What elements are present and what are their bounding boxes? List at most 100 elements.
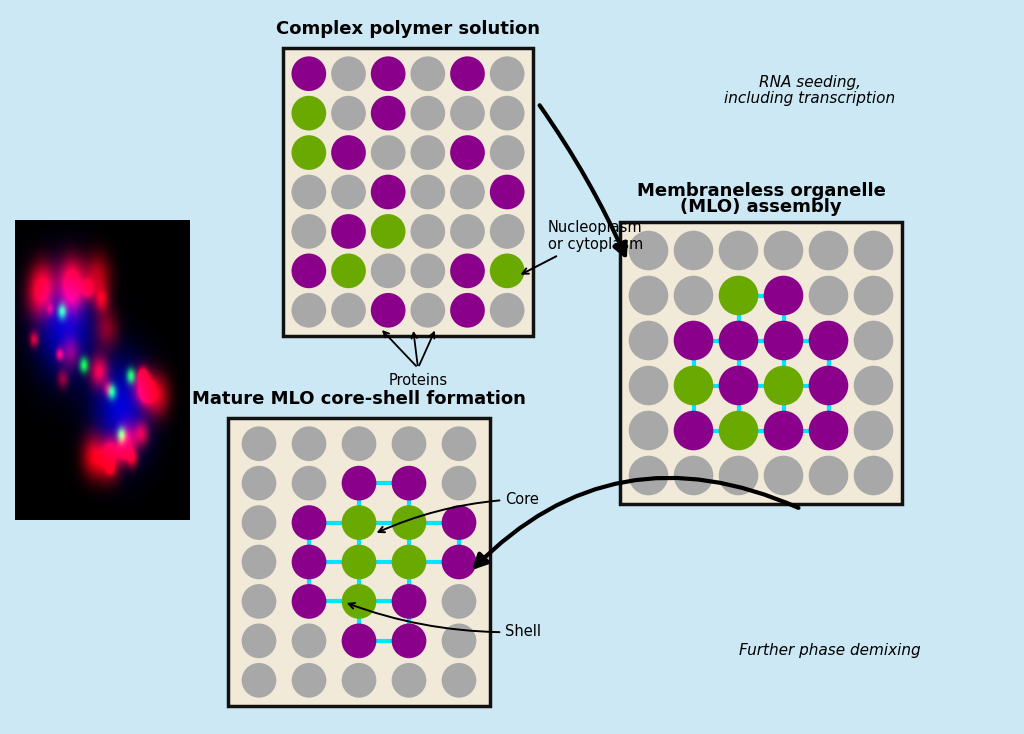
Circle shape [441,466,476,501]
Circle shape [292,426,327,461]
Circle shape [331,135,366,170]
Circle shape [854,456,893,495]
Circle shape [292,135,327,170]
Text: Complex polymer solution: Complex polymer solution [276,20,540,38]
Circle shape [674,321,714,360]
Circle shape [292,584,327,619]
Circle shape [391,663,426,697]
Text: Shell: Shell [348,603,541,639]
Circle shape [391,466,426,501]
Circle shape [331,96,366,131]
Circle shape [441,663,476,697]
Circle shape [371,175,406,209]
Circle shape [719,230,759,270]
Circle shape [451,175,484,209]
Circle shape [292,57,327,91]
Circle shape [391,584,426,619]
Circle shape [342,584,377,619]
Circle shape [342,663,377,697]
Circle shape [764,276,803,316]
Circle shape [331,175,366,209]
Circle shape [292,175,327,209]
Bar [228,418,490,706]
Text: Proteins: Proteins [388,373,447,388]
Circle shape [674,366,714,405]
Circle shape [441,584,476,619]
Circle shape [371,135,406,170]
Circle shape [489,253,524,288]
Circle shape [242,466,276,501]
Circle shape [674,276,714,316]
Text: Mature MLO core-shell formation: Mature MLO core-shell formation [193,390,526,408]
Circle shape [411,57,445,91]
Circle shape [371,253,406,288]
Circle shape [411,214,445,249]
Circle shape [411,96,445,131]
Circle shape [292,466,327,501]
Circle shape [764,456,803,495]
Circle shape [411,175,445,209]
Circle shape [331,293,366,327]
Circle shape [489,57,524,91]
Text: Further phase demixing: Further phase demixing [739,642,921,658]
Circle shape [391,426,426,461]
Circle shape [411,135,445,170]
Circle shape [292,293,327,327]
Circle shape [629,230,669,270]
Circle shape [292,663,327,697]
Circle shape [411,293,445,327]
Bar [283,48,534,336]
Circle shape [242,623,276,658]
Circle shape [854,230,893,270]
Circle shape [391,505,426,540]
Circle shape [854,366,893,405]
Circle shape [764,366,803,405]
Circle shape [719,366,759,405]
Circle shape [391,545,426,579]
Circle shape [451,293,484,327]
Circle shape [809,456,848,495]
Circle shape [451,214,484,249]
Circle shape [629,366,669,405]
Circle shape [629,456,669,495]
Text: Nucleoplasm
or cytoplasm: Nucleoplasm or cytoplasm [522,219,643,274]
Circle shape [854,321,893,360]
Circle shape [342,623,377,658]
Circle shape [489,96,524,131]
Circle shape [342,505,377,540]
Circle shape [719,411,759,450]
Text: RNA seeding,: RNA seeding, [759,74,861,90]
Bar [620,222,902,504]
Circle shape [441,505,476,540]
Circle shape [719,456,759,495]
Circle shape [809,366,848,405]
Circle shape [342,466,377,501]
Circle shape [854,276,893,316]
Circle shape [489,214,524,249]
Circle shape [371,293,406,327]
Circle shape [809,321,848,360]
Circle shape [242,584,276,619]
Circle shape [371,57,406,91]
Circle shape [809,411,848,450]
Circle shape [371,214,406,249]
Circle shape [371,96,406,131]
Text: Core: Core [379,492,539,532]
Circle shape [242,505,276,540]
Circle shape [441,545,476,579]
Circle shape [629,411,669,450]
Circle shape [242,663,276,697]
Circle shape [451,135,484,170]
Circle shape [411,253,445,288]
Circle shape [674,230,714,270]
Circle shape [674,456,714,495]
Circle shape [719,321,759,360]
Circle shape [292,505,327,540]
Circle shape [331,253,366,288]
Circle shape [629,321,669,360]
Circle shape [342,426,377,461]
Circle shape [489,135,524,170]
Circle shape [764,411,803,450]
Circle shape [242,426,276,461]
Circle shape [451,253,484,288]
